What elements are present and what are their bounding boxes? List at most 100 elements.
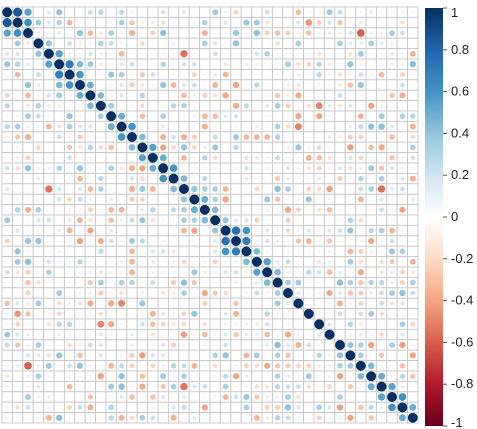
correlation-mark: [399, 321, 406, 328]
correlation-mark: [172, 260, 176, 264]
correlation-mark: [139, 92, 146, 99]
matrix-cell: [271, 16, 284, 29]
correlation-mark: [66, 227, 73, 234]
correlation-mark: [25, 206, 31, 213]
correlation-mark: [338, 208, 342, 212]
correlation-mark: [212, 144, 219, 151]
correlation-mark: [183, 240, 185, 242]
correlation-mark: [306, 186, 312, 192]
matrix-plot-area: [1, 6, 419, 424]
matrix-cell: [167, 235, 180, 247]
correlation-mark: [191, 185, 198, 193]
correlation-mark: [274, 300, 281, 307]
correlation-mark: [181, 217, 187, 224]
correlation-mark: [338, 291, 342, 295]
correlation-mark: [46, 93, 52, 98]
correlation-mark: [369, 208, 373, 212]
correlation-mark: [58, 177, 60, 180]
matrix-cell: [63, 89, 76, 102]
correlation-mark: [170, 207, 177, 213]
correlation-mark: [235, 21, 237, 24]
matrix-cell: [251, 100, 263, 112]
correlation-mark: [5, 395, 9, 399]
correlation-mark: [24, 237, 32, 245]
correlation-mark: [172, 229, 175, 232]
correlation-mark: [370, 177, 372, 180]
correlation-mark: [307, 219, 310, 222]
correlation-mark: [5, 198, 9, 201]
correlation-mark: [99, 406, 102, 409]
correlation-mark: [349, 94, 352, 97]
correlation-mark: [233, 331, 239, 338]
correlation-mark: [192, 384, 197, 389]
correlation-mark: [285, 228, 291, 233]
correlation-mark: [285, 166, 291, 171]
correlation-mark: [409, 144, 416, 151]
correlation-mark: [255, 42, 258, 45]
correlation-mark: [169, 164, 178, 173]
correlation-mark: [410, 134, 416, 140]
correlation-mark: [37, 333, 40, 336]
correlation-mark: [224, 416, 227, 419]
correlation-mark: [97, 320, 105, 328]
correlation-mark: [223, 114, 228, 119]
correlation-mark: [37, 416, 40, 419]
correlation-mark: [56, 352, 63, 359]
correlation-mark: [37, 229, 40, 232]
correlation-mark: [45, 414, 52, 421]
correlation-mark: [265, 228, 270, 233]
correlation-mark: [389, 155, 395, 161]
correlation-mark: [35, 300, 42, 307]
correlation-mark: [118, 373, 125, 380]
correlation-mark: [108, 217, 114, 223]
correlation-mark: [47, 229, 50, 232]
correlation-mark: [203, 260, 207, 264]
matrix-cell: [167, 266, 180, 278]
correlation-mark: [57, 395, 61, 399]
correlation-mark: [389, 290, 395, 296]
correlation-mark: [5, 354, 9, 357]
correlation-mark: [130, 302, 134, 305]
correlation-mark: [307, 281, 311, 284]
correlation-mark: [66, 113, 73, 120]
correlation-mark: [243, 103, 249, 109]
correlation-mark: [25, 155, 31, 161]
correlation-mark: [297, 198, 300, 201]
correlation-mark: [6, 208, 9, 211]
correlation-mark: [307, 406, 311, 409]
correlation-mark: [316, 269, 322, 275]
correlation-mark: [161, 333, 165, 336]
correlation-mark: [68, 104, 71, 107]
correlation-mark: [97, 373, 104, 380]
correlation-mark: [306, 228, 311, 233]
correlation-mark: [377, 393, 386, 401]
correlation-mark: [349, 333, 352, 336]
correlation-mark: [390, 62, 394, 66]
correlation-mark: [380, 52, 383, 55]
correlation-mark: [55, 70, 64, 79]
correlation-mark: [26, 322, 30, 326]
correlation-mark: [182, 354, 186, 357]
correlation-mark: [161, 290, 166, 296]
correlation-mark: [390, 208, 394, 212]
correlation-mark: [399, 186, 405, 192]
correlation-mark: [6, 177, 9, 180]
correlation-mark: [98, 290, 104, 296]
correlation-mark: [172, 73, 175, 76]
correlation-mark: [141, 21, 144, 24]
correlation-mark: [380, 323, 383, 326]
correlation-mark: [264, 321, 270, 327]
correlation-mark: [234, 385, 238, 388]
correlation-mark: [48, 333, 50, 336]
correlation-mark: [379, 301, 384, 306]
correlation-mark: [318, 219, 321, 222]
correlation-mark: [349, 10, 352, 14]
diagonal-correlation-mark: [231, 236, 241, 246]
correlation-mark: [161, 187, 165, 191]
correlation-mark: [161, 311, 166, 316]
correlation-mark: [255, 167, 258, 170]
colorbar-tick-label: -0.6: [451, 334, 473, 349]
correlation-mark: [56, 134, 62, 140]
correlation-mark: [357, 196, 364, 203]
correlation-mark: [243, 404, 250, 411]
